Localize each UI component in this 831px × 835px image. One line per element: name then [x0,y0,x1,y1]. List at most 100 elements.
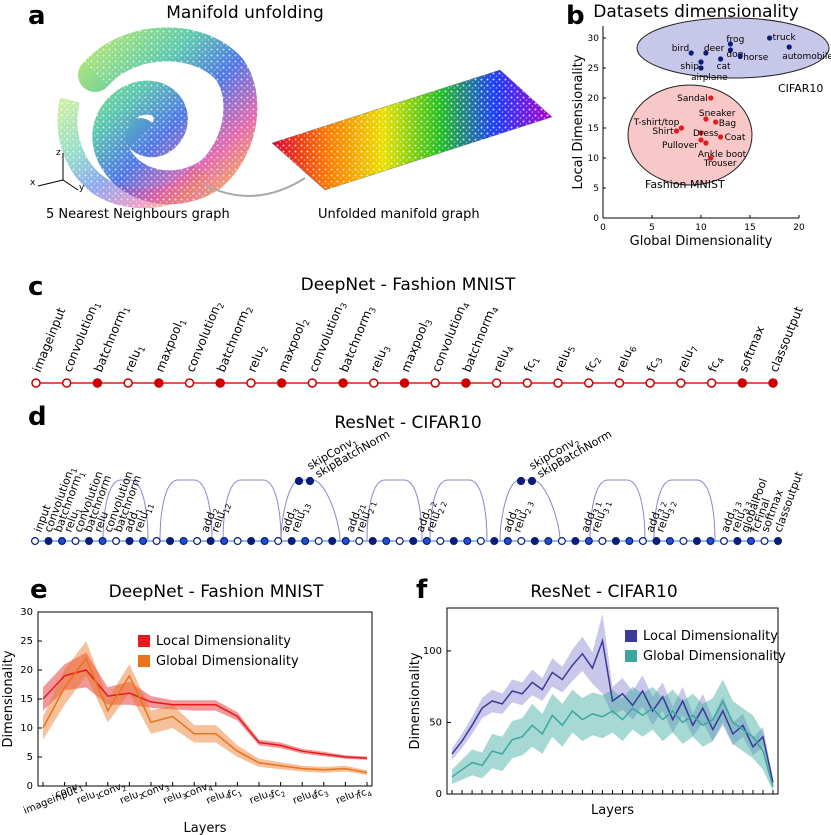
layer-node [676,378,686,388]
skip-connection-arc [429,479,488,542]
legend-label: Local Dimensionality [643,629,778,644]
point-label: dog [726,50,743,60]
layer-node [476,536,485,545]
layer-node [31,536,40,545]
layer-node [154,378,164,388]
y-tick-label: 100 [423,646,442,657]
layer-node [71,536,80,545]
skip-branch-node [527,476,537,486]
panel-f-title: ResNet - CIFAR10 [530,582,677,602]
layer-node [166,536,175,545]
layer-node [665,536,674,545]
point-label: Dress [693,129,719,139]
panel-letter-b: b [566,1,585,31]
layer-node [112,536,121,545]
layer-node [85,536,94,545]
data-point [718,134,724,140]
swiss-roll-graph [57,27,258,209]
data-point [678,125,685,131]
y-axis-label: Local Dimensionality [571,54,586,189]
point-label: automobile [782,52,831,62]
skip-connection-arc [366,479,423,542]
skip-branch-node [516,476,526,486]
cluster-label: Fashion MNIST [645,178,725,191]
layer-node [544,536,553,545]
layer-node [746,536,755,545]
point-label: deer [704,44,725,54]
x-tick-label: 5 [649,223,655,233]
layer-node [760,536,769,545]
axis-y-label: y [79,183,85,193]
fashion-mnist-cluster-ellipse [627,84,753,186]
panel-c-title: DeepNet - Fashion MNIST [301,275,516,295]
layer-label: relu11 [132,500,157,534]
legend-swatch [138,655,150,667]
point-label: Coat [725,133,746,143]
layer-label: relu4 [490,343,515,375]
layer-node [645,378,655,388]
layer-node [490,536,499,545]
scatter-plot: 0 5 10 15 20 0 5 10 15 20 25 30 Global Dimensionalit… [571,17,831,249]
series-line [451,637,774,783]
x-tick-label: 10 [695,223,707,233]
legend-label: Global Dimensionality [643,649,786,664]
y-tick-label: 0 [27,781,33,792]
layer-node [737,378,748,388]
layer-node [571,536,580,545]
layer-label: relu7 [675,343,700,375]
resnet-dimensionality-chart: 0 50 100 Local Dimensionality Global Dimensi… [408,607,786,818]
x-axis-label: Layers [183,821,226,835]
panel-f: f ResNet - CIFAR10 0 50 100 Local Dimension… [408,575,786,818]
layer-node [355,536,364,545]
data-point [708,95,714,101]
skip-connection-arc [499,479,561,542]
layer-label: relu2 3 [511,498,537,535]
data-point [688,50,694,56]
y-tick-label: 5 [593,184,599,194]
layer-node [557,536,566,545]
layer-node [184,378,195,388]
panel-d: d ResNet - CIFAR10 skipConv1skipBatchNor… [28,402,806,545]
x-tick-label: 0 [600,223,606,233]
data-point [673,128,680,134]
layer-node [399,378,410,388]
layer-node [706,536,715,545]
deepnet-dimensionality-chart: 0 5 10 15 20 25 30 Local Dimensionality Global D… [1,607,374,835]
skip-connection-arc [102,479,149,542]
layer-node [436,536,445,545]
layer-node [491,378,502,388]
layer-node [61,378,72,388]
skip-branch-node [305,476,315,486]
layer-node [638,536,647,545]
layer-node [307,378,318,388]
point-label: Pullover [662,141,698,151]
layer-label: relu2 [245,343,270,375]
layer-node [31,378,41,388]
x-tick-label: fc4 [356,785,374,802]
layer-node [44,536,53,545]
layer-node [614,378,625,388]
data-point [713,119,719,125]
layer-node [246,378,256,388]
point-label: horse [743,53,769,63]
layer-node [206,536,215,545]
layer-node [625,536,634,545]
layer-node [395,536,404,545]
x-tick-label: fc1 [226,786,243,803]
layer-label: relu2 1 [354,498,380,535]
panel-b-title: Datasets dimensionality [593,2,799,22]
layer-label: classoutput [767,304,806,374]
layer-label: fc1 [521,354,542,375]
confidence-band [452,679,773,792]
layer-node [611,536,620,545]
data-point [727,41,734,47]
layer-node [58,536,67,545]
x-axis-label: Layers [591,803,634,818]
layer-node [215,378,225,388]
layer-node [652,536,661,545]
layer-node [430,378,440,388]
layer-label: relu3 [368,343,393,375]
layer-node [301,536,310,545]
layer-node [773,536,782,545]
